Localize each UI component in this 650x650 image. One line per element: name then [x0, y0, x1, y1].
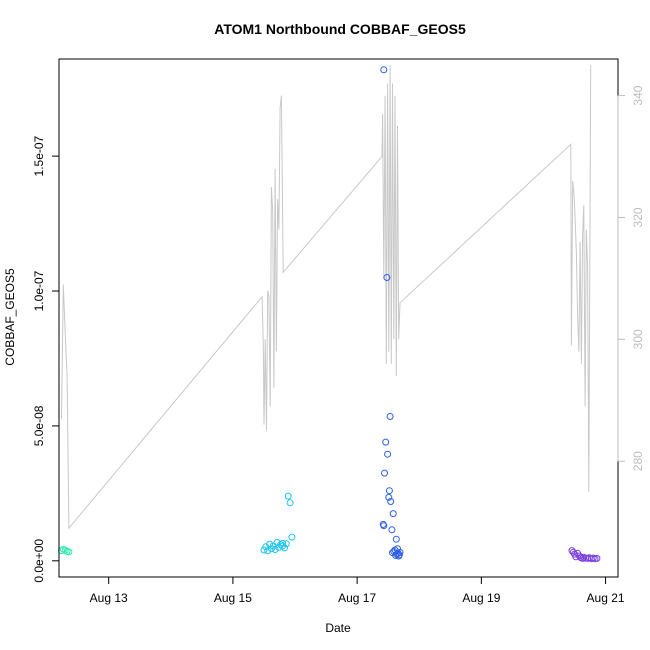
y-tick-label-0: 0.0e+00: [32, 539, 46, 583]
y-tick-label-3: 1.5e-07: [32, 135, 46, 176]
data-point-s2-0: [380, 66, 388, 74]
x-tick-label-4: Aug 21: [587, 591, 625, 605]
y-tick-label-2: 1.0e-07: [32, 270, 46, 311]
data-point-s1-12: [281, 544, 288, 552]
data-point-s1-14: [284, 492, 292, 500]
x-tick-label-2: Aug 17: [338, 591, 376, 605]
data-point-s2-12: [388, 526, 396, 534]
data-point-s2-5: [381, 469, 388, 477]
y-axis-left: 0.0e+00 5.0e-08 1.0e-07 1.5e-07: [32, 135, 60, 583]
data-point-s2-13: [392, 535, 400, 543]
data-point-s3-7: [579, 554, 587, 562]
data-point-s0-4: [65, 548, 73, 556]
secondary-series-line: [61, 65, 592, 530]
y-tick-label-1: 5.0e-08: [32, 405, 46, 446]
data-point-s2-1: [383, 274, 391, 281]
x-tick-label-0: Aug 13: [90, 591, 128, 605]
data-point-s1-16: [288, 533, 296, 541]
y-axis-label: COBBAF_GEOS5: [3, 268, 17, 366]
data-point-s1-10: [279, 539, 287, 547]
y2-tick-label-3: 340: [631, 85, 645, 105]
secondary-series-path: [61, 65, 592, 530]
data-point-s2-22: [392, 551, 400, 559]
data-point-s2-4: [384, 450, 392, 458]
x-axis-label: Date: [325, 621, 351, 635]
data-point-s2-11: [380, 522, 388, 530]
data-point-s1-11: [279, 542, 287, 550]
data-point-s2-6: [385, 487, 393, 495]
data-point-s3-3: [572, 553, 580, 561]
plot-frame: [58, 58, 619, 578]
data-point-s2-9: [389, 510, 397, 518]
data-point-s1-15: [286, 499, 294, 507]
x-tick-label-1: Aug 15: [214, 591, 252, 605]
data-point-s1-13: [282, 540, 290, 548]
y2-tick-label-2: 320: [631, 207, 645, 227]
chart-title: ATOM1 Northbound COBBAF_GEOS5: [214, 21, 466, 37]
data-point-s1-3: [266, 540, 274, 548]
x-axis: Aug 13 Aug 15 Aug 17 Aug 19 Aug 21: [90, 576, 625, 605]
y2-tick-label-0: 280: [631, 451, 645, 471]
y-axis-right: 280 300 320 340: [617, 85, 645, 471]
y2-tick-label-1: 300: [631, 329, 645, 349]
data-point-s2-8: [387, 498, 395, 505]
data-point-s2-2: [386, 413, 394, 420]
data-point-s2-23: [395, 552, 403, 560]
data-point-s3-15: [593, 554, 601, 562]
data-points: [58, 66, 601, 563]
data-point-s1-2: [264, 547, 272, 555]
x-tick-label-3: Aug 19: [462, 591, 500, 605]
data-point-s2-3: [382, 438, 390, 446]
data-point-s1-6: [271, 546, 279, 553]
data-point-s2-7: [385, 493, 393, 501]
